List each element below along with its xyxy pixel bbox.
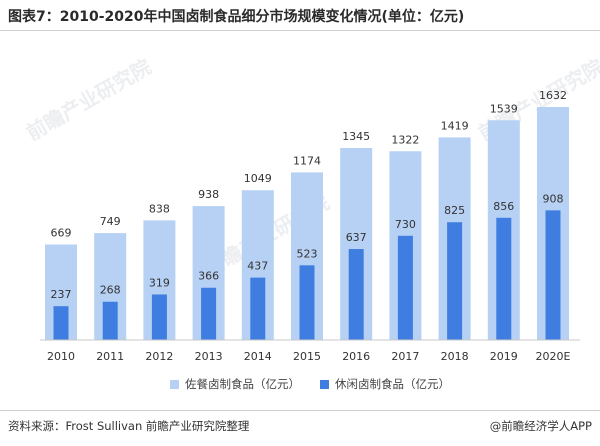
chart-title: 图表7：2010-2020年中国卤制食品细分市场规模变化情况(单位：亿元) xyxy=(8,9,465,25)
legend-label-series-2: 休闲卤制食品（亿元） xyxy=(335,377,450,391)
legend-swatch-series-2 xyxy=(320,380,329,389)
data-label-series-1: 669 xyxy=(51,226,72,239)
data-label-series-2: 637 xyxy=(346,231,367,244)
bar-series-2 xyxy=(545,210,561,340)
data-label-series-1: 838 xyxy=(149,202,170,215)
x-tick-label: 2013 xyxy=(195,350,223,363)
bar-series-2 xyxy=(397,235,413,340)
x-tick-label: 2012 xyxy=(145,350,173,363)
x-tick-label: 2020E xyxy=(536,350,571,363)
source-note: 资料来源：Frost Sullivan 前瞻产业研究院整理 xyxy=(8,419,250,433)
x-tick-label: 2011 xyxy=(96,350,124,363)
data-label-series-1: 938 xyxy=(198,188,219,201)
data-label-series-2: 730 xyxy=(395,218,416,231)
data-label-series-1: 1632 xyxy=(539,89,567,102)
x-axis-tick-labels: 2010 2011 2012 2013 2014 2015 2016 2017 2018 2019… xyxy=(47,350,571,363)
x-tick-label: 2019 xyxy=(490,350,518,363)
legend-item-series-2: 休闲卤制食品（亿元） xyxy=(320,376,450,392)
bar-series-2 xyxy=(151,294,167,340)
bar-series-2 xyxy=(447,222,463,340)
legend-swatch-series-1 xyxy=(170,380,179,389)
data-label-series-1: 749 xyxy=(100,215,121,228)
data-label-series-1: 1419 xyxy=(441,119,469,132)
series-1-data-labels: 669 749 838 938 1049 1174 1345 1322 1419 1539 1632 xyxy=(51,89,568,239)
data-label-series-2: 237 xyxy=(51,288,72,301)
bar-series-2 xyxy=(299,265,315,340)
bar-series-2 xyxy=(250,277,266,340)
bar-series-2 xyxy=(53,306,69,340)
footer-divider xyxy=(0,410,600,411)
bar-chart: 669 749 838 938 1049 1174 1345 1322 1419 1539 1632… xyxy=(40,89,580,363)
x-tick-label: 2015 xyxy=(293,350,321,363)
data-label-series-1: 1539 xyxy=(490,102,518,115)
data-label-series-2: 437 xyxy=(247,260,268,273)
bar-series-2 xyxy=(201,287,217,340)
data-label-series-2: 366 xyxy=(198,270,219,283)
title-divider xyxy=(0,30,600,31)
bar-series-2 xyxy=(496,217,512,340)
x-tick-label: 2018 xyxy=(441,350,469,363)
data-label-series-1: 1345 xyxy=(342,130,370,143)
bar-series-2 xyxy=(348,249,364,340)
data-label-series-2: 523 xyxy=(297,247,318,260)
data-label-series-2: 825 xyxy=(444,204,465,217)
data-label-series-1: 1049 xyxy=(244,172,272,185)
brand-credit: @前瞻经济学人APP xyxy=(489,419,592,433)
data-label-series-1: 1322 xyxy=(391,133,419,146)
series-2-data-labels: 237 268 319 366 437 523 637 730 825 856 908 xyxy=(51,192,564,301)
data-label-series-2: 856 xyxy=(493,200,514,213)
series-2-bars xyxy=(53,210,561,340)
x-tick-label: 2016 xyxy=(342,350,370,363)
legend-label-series-1: 佐餐卤制食品（亿元） xyxy=(185,377,300,391)
x-tick-label: 2014 xyxy=(244,350,272,363)
x-tick-label: 2010 xyxy=(47,350,75,363)
data-label-series-1: 1174 xyxy=(293,154,321,167)
data-label-series-2: 908 xyxy=(543,192,564,205)
data-label-series-2: 319 xyxy=(149,276,170,289)
legend: 佐餐卤制食品（亿元） 休闲卤制食品（亿元） xyxy=(0,374,600,394)
x-tick-label: 2017 xyxy=(391,350,419,363)
bar-series-2 xyxy=(102,301,118,340)
legend-item-series-1: 佐餐卤制食品（亿元） xyxy=(170,376,300,392)
data-label-series-2: 268 xyxy=(100,284,121,297)
